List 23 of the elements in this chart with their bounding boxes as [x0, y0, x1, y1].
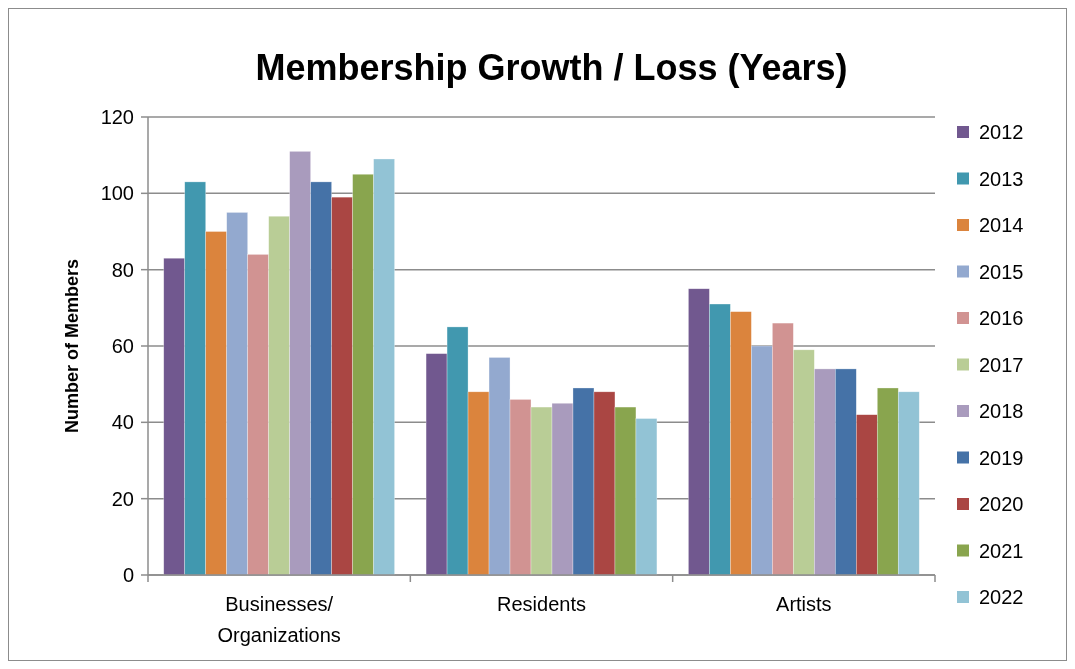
legend-label: 2018: [979, 400, 1024, 422]
y-tick-label: 0: [122, 564, 134, 586]
y-tick-label: 80: [111, 258, 134, 281]
x-tick-label: Businesses/ Organizations: [217, 593, 341, 646]
x-tick-label: Residents: [497, 593, 586, 615]
legend-label: 2013: [979, 167, 1024, 190]
y-tick-label: 120: [100, 106, 134, 128]
y-tick-label: 60: [111, 335, 134, 357]
legend-label: 2019: [979, 446, 1024, 469]
x-tick-label: Artists: [776, 593, 832, 615]
chart-title: Membership Growth / Loss (Years): [255, 47, 848, 88]
legend-label: 2020: [979, 493, 1024, 515]
y-tick-label: 40: [111, 411, 134, 434]
y-tick-label: 100: [100, 182, 134, 205]
y-axis-title: Number of Members: [62, 258, 82, 434]
y-tick-label: 20: [111, 487, 134, 510]
legend-label: 2014: [979, 214, 1024, 236]
legend-label: 2017: [979, 353, 1024, 376]
legend-label: 2015: [979, 260, 1024, 283]
legend-label: 2016: [979, 307, 1024, 329]
legend-label: 2022: [979, 586, 1024, 608]
legend-label: 2021: [979, 539, 1024, 562]
legend-label: 2012: [979, 121, 1024, 143]
